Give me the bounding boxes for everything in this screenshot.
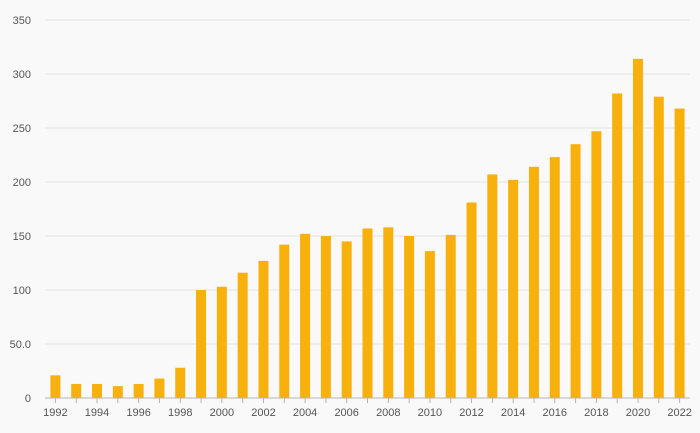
x-tick-label: 2000 — [210, 407, 234, 419]
y-tick-label: 150 — [13, 231, 31, 243]
y-tick-label: 0 — [25, 393, 31, 405]
x-tick-label: 2018 — [584, 407, 608, 419]
y-tick-label: 100 — [13, 285, 31, 297]
x-tick-label: 2006 — [334, 407, 358, 419]
bar[interactable] — [528, 166, 539, 398]
x-tick-label: 2008 — [376, 407, 400, 419]
bar[interactable] — [445, 234, 456, 398]
y-tick-label: 200 — [13, 177, 31, 189]
bar[interactable] — [632, 58, 643, 398]
y-tick-label: 50.0 — [10, 339, 31, 351]
bar[interactable] — [466, 202, 477, 398]
bar[interactable] — [591, 131, 602, 399]
bar[interactable] — [424, 251, 435, 398]
bar[interactable] — [133, 383, 144, 398]
bar[interactable] — [549, 157, 560, 398]
y-tick-label: 300 — [13, 69, 31, 81]
bar[interactable] — [175, 367, 186, 398]
x-tick-label: 1994 — [85, 407, 109, 419]
x-tick-label: 2022 — [667, 407, 691, 419]
bar[interactable] — [279, 244, 290, 398]
x-tick-label: 2016 — [543, 407, 567, 419]
bar[interactable] — [362, 228, 373, 398]
bar[interactable] — [341, 241, 352, 398]
bar[interactable] — [258, 260, 269, 398]
bar[interactable] — [570, 144, 581, 398]
bar[interactable] — [653, 96, 664, 399]
y-tick-label: 350 — [13, 15, 31, 27]
x-tick-label: 2020 — [626, 407, 650, 419]
bar[interactable] — [300, 233, 311, 398]
bar[interactable] — [674, 108, 685, 398]
bar-layer — [50, 58, 685, 399]
bar[interactable] — [112, 386, 123, 398]
bar[interactable] — [216, 286, 227, 398]
x-tick-label: 2010 — [418, 407, 442, 419]
bar[interactable] — [92, 383, 103, 398]
bar[interactable] — [612, 93, 623, 398]
bar[interactable] — [71, 383, 82, 398]
bar[interactable] — [154, 378, 165, 398]
bar[interactable] — [404, 236, 415, 398]
bar[interactable] — [237, 272, 248, 398]
x-tick-label: 2014 — [501, 407, 525, 419]
bar[interactable] — [383, 227, 394, 398]
bar[interactable] — [508, 179, 519, 398]
x-tick-label: 1998 — [168, 407, 192, 419]
x-tick-label: 2004 — [293, 407, 317, 419]
y-tick-label: 250 — [13, 123, 31, 135]
bar[interactable] — [320, 236, 331, 398]
bar[interactable] — [50, 375, 61, 398]
x-tick-label: 1992 — [43, 407, 67, 419]
axis-layer: 0 50.0 100 150 200 250 300 350 1992 1994 1996 1998 2… — [10, 15, 692, 419]
bar[interactable] — [196, 290, 207, 398]
x-tick-label: 2002 — [251, 407, 275, 419]
bar[interactable] — [487, 174, 498, 398]
x-tick-label: 1996 — [126, 407, 150, 419]
x-tick-label: 2012 — [459, 407, 483, 419]
